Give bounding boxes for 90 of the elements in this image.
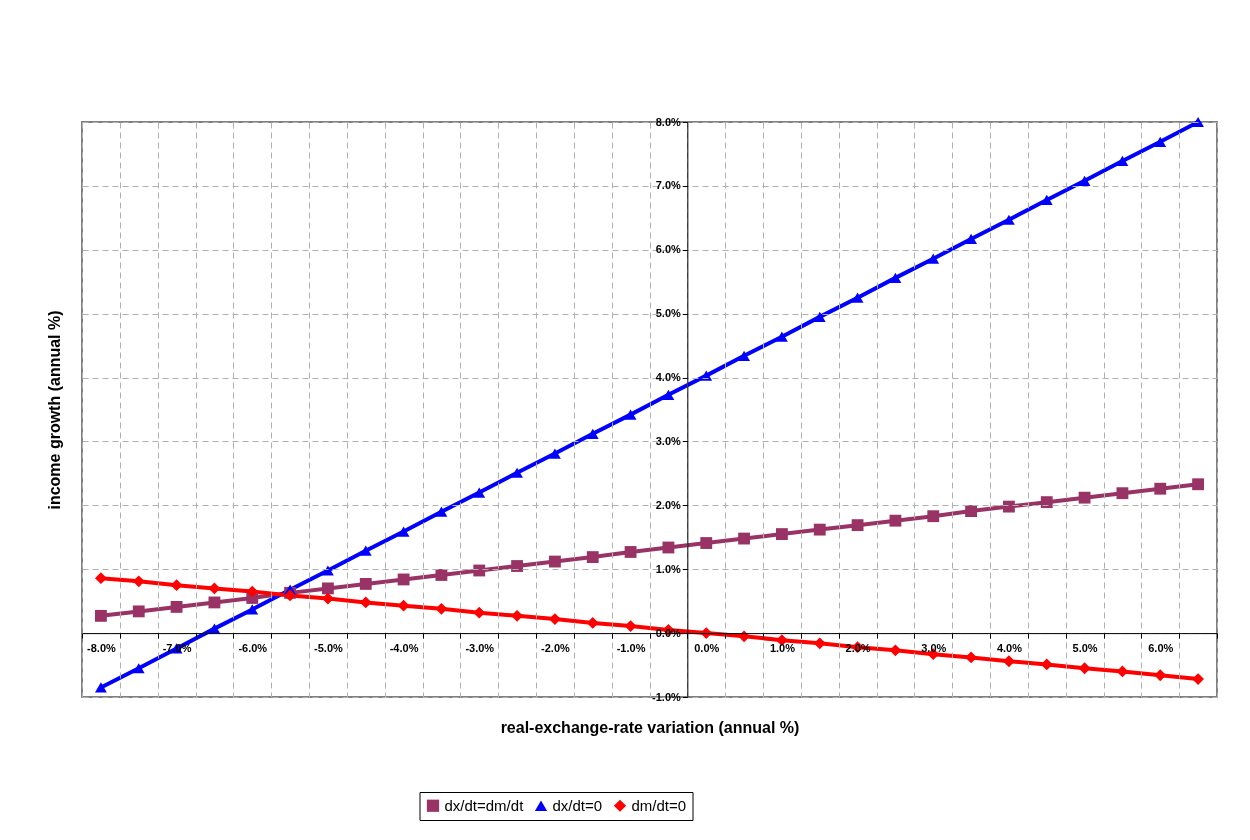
point <box>549 555 561 568</box>
point <box>851 519 864 532</box>
x-tick-label: 4.0% <box>996 641 1023 654</box>
x-tick-label: 0.0% <box>694 641 720 654</box>
point <box>1078 662 1091 675</box>
legend-label: dx/dt=0 <box>552 796 603 814</box>
x-tick-label: -1.0% <box>616 641 646 654</box>
y-tick-label: 5.0% <box>655 307 682 320</box>
point <box>1003 214 1015 225</box>
point <box>1078 175 1091 186</box>
point <box>965 233 977 245</box>
point <box>700 537 713 549</box>
y-tick-label: 7.0% <box>655 179 682 192</box>
point <box>586 551 599 563</box>
x-tick-label: 6.0% <box>1148 641 1174 654</box>
point <box>1116 155 1129 167</box>
point <box>624 409 637 420</box>
point <box>1040 194 1053 206</box>
point <box>927 253 940 264</box>
point <box>246 604 259 615</box>
point <box>359 545 372 556</box>
point <box>1078 491 1091 504</box>
point <box>246 585 259 598</box>
y-tick-label: 0.0% <box>655 626 682 639</box>
point <box>927 510 940 523</box>
point <box>1192 116 1204 128</box>
x-tick-label: 5.0% <box>1072 641 1098 654</box>
point <box>700 370 713 381</box>
point <box>738 532 750 545</box>
point <box>738 630 750 643</box>
point <box>132 605 145 618</box>
point <box>511 560 523 572</box>
point <box>322 582 334 595</box>
point <box>738 350 750 361</box>
point <box>322 565 334 576</box>
y-tick-label: 3.0% <box>655 434 682 447</box>
point <box>170 601 183 613</box>
point <box>1003 655 1015 668</box>
x-tick-label: -5.0% <box>314 641 343 654</box>
y-tick-label: 1.0% <box>655 562 682 575</box>
point <box>965 505 977 517</box>
point <box>1154 136 1167 147</box>
point <box>813 523 826 536</box>
point <box>662 389 675 400</box>
x-tick-label: 1.0% <box>769 641 796 654</box>
legend-label: dm/dt=0 <box>631 796 687 814</box>
point <box>776 528 788 540</box>
point <box>322 592 334 605</box>
point <box>511 609 523 622</box>
point <box>435 506 448 517</box>
point <box>1116 487 1129 500</box>
point <box>1192 478 1204 491</box>
point <box>889 272 902 284</box>
x-tick-label: 3.0% <box>921 641 947 654</box>
point <box>965 651 977 664</box>
x-tick-label: -3.0% <box>465 641 495 654</box>
point <box>549 613 561 625</box>
x-tick-label: -6.0% <box>238 641 268 654</box>
x-tick-label: -2.0% <box>541 641 570 654</box>
point <box>1003 500 1015 513</box>
point <box>95 609 107 622</box>
point <box>473 487 486 498</box>
point <box>511 467 523 478</box>
point <box>95 682 107 693</box>
point <box>776 331 788 342</box>
point <box>889 514 902 527</box>
point <box>170 579 183 592</box>
x-axis-title: real-exchange-rate variation (annual %) <box>500 718 800 736</box>
y-tick-label: 6.0% <box>655 243 682 256</box>
point <box>95 572 107 585</box>
point <box>1154 482 1167 495</box>
point <box>1192 673 1204 686</box>
point <box>359 578 372 590</box>
y-tick-label: 4.0% <box>655 371 682 384</box>
point <box>624 620 637 632</box>
point <box>397 526 410 537</box>
point <box>549 448 561 459</box>
point <box>624 546 637 558</box>
point <box>132 663 145 674</box>
y-tick-label: 2.0% <box>655 498 682 511</box>
point <box>813 311 826 322</box>
x-tick-label: -8.0% <box>87 641 116 654</box>
y-tick-label: -1.0% <box>652 690 682 703</box>
point <box>1040 496 1053 509</box>
point <box>586 428 599 439</box>
point <box>851 292 864 303</box>
y-axis-title: income growth (annual %) <box>45 310 63 510</box>
x-tick-label: -4.0% <box>389 641 419 654</box>
legend-label: dx/dt=dm/dt <box>444 796 525 814</box>
y-tick-label: 8.0% <box>655 115 682 128</box>
